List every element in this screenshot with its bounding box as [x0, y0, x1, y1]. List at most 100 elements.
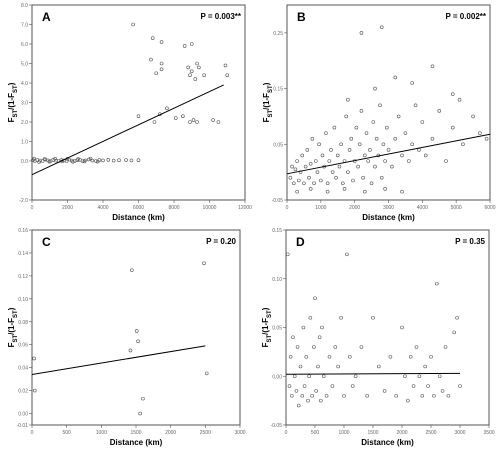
- panel-b-data-point: [295, 159, 299, 163]
- panel-d-data-point: [294, 389, 299, 393]
- panel-d-data-point: [443, 345, 448, 349]
- panel-b-data-point: [320, 153, 325, 158]
- panel-d-xtick-label: 1000: [338, 430, 349, 436]
- panel-d-data-point: [405, 398, 410, 403]
- panel-a-x-axis-label: Distance (km): [112, 213, 165, 222]
- panel-a-xtick-label: 10000: [203, 205, 217, 211]
- panel-c-data-point: [134, 329, 139, 333]
- panel-a-data-point: [42, 157, 47, 161]
- panel-d-data-point: [446, 393, 451, 398]
- panel-d-data-point: [388, 354, 393, 359]
- panel-c-ytick-label: 0.12: [18, 274, 28, 280]
- panel-b-data-point: [288, 175, 293, 180]
- panel-b-xtick-label: 5000: [451, 205, 462, 211]
- panel-a-ytick-label: -2.0: [19, 198, 28, 204]
- panel-b-data-point: [330, 170, 335, 174]
- panel-d-data-point: [403, 374, 407, 379]
- panel-d-data-point: [353, 374, 358, 379]
- panel-a-data-point: [129, 158, 134, 163]
- panel-c-ytick-label: 0.10: [18, 297, 28, 303]
- panel-a-ytick-label: 7.0: [21, 23, 28, 29]
- panel-c-ytick-label: 0.16: [18, 228, 28, 234]
- panel-b-data-point: [293, 167, 298, 172]
- panel-b-data-point: [413, 103, 418, 108]
- panel-d-y-axis-label: FST/(1-FST): [261, 307, 273, 347]
- panel-d-data-point: [394, 393, 399, 398]
- panel-a-data-point: [223, 63, 228, 68]
- panel-b-data-point: [354, 125, 359, 130]
- panel-d-xtick-label: 3500: [483, 430, 494, 436]
- panel-a-data-point: [154, 71, 159, 76]
- panel-a-data-point: [202, 73, 206, 77]
- panel-d-data-point: [310, 393, 314, 398]
- panel-d-data-point: [302, 384, 307, 388]
- panel-d-xtick-label: 1500: [367, 430, 378, 436]
- panel-b-ytick-label: 0.25: [273, 31, 283, 37]
- panel-b-data-point: [386, 148, 391, 152]
- panel-b-xtick-label: 3000: [383, 205, 394, 211]
- panel-b-data-point: [361, 175, 365, 180]
- panel-d-data-point: [437, 374, 442, 379]
- panel-d-data-point: [314, 389, 318, 393]
- panel-a-data-point: [173, 116, 178, 120]
- panel-b-xtick-label: 4000: [417, 205, 428, 211]
- panel-c-ytick-label: 0.04: [18, 366, 28, 372]
- panel-a-data-point: [193, 77, 198, 81]
- panel-d-data-point: [339, 315, 343, 320]
- panel-b-data-point: [471, 114, 475, 119]
- panel-b-data-point: [308, 187, 313, 191]
- panel-a-data-point: [131, 22, 135, 27]
- panel-d-data-point: [307, 374, 312, 379]
- panel-d-data-point: [308, 315, 313, 320]
- panel-b-data-point: [334, 175, 338, 180]
- panel-b-data-point: [297, 178, 301, 183]
- panel-b-data-point: [308, 161, 313, 166]
- panel-a-xtick-label: 2000: [62, 205, 73, 211]
- panel-b-data-point: [410, 142, 414, 147]
- panel-b-x-axis-label: Distance (km): [362, 213, 415, 222]
- panel-b-data-point: [368, 148, 372, 152]
- panel-b-ytick-label: 0.15: [273, 87, 283, 93]
- panel-b-letter: B: [297, 10, 306, 24]
- panel-d-xtick-label: 2500: [425, 430, 436, 436]
- panel-d-data-point: [330, 384, 335, 388]
- panel-a-xtick-label: 4000: [97, 205, 108, 211]
- panel-a-letter: A: [42, 10, 51, 24]
- panel-d-data-point: [429, 354, 433, 359]
- panel-a-data-point: [191, 118, 196, 122]
- panel-d-data-point: [345, 252, 349, 257]
- panel-b-data-point: [317, 142, 321, 147]
- panel-d-data-point: [300, 393, 305, 398]
- panel-a-data-point: [182, 44, 187, 48]
- panel-d-ytick-label: 0.15: [272, 228, 282, 234]
- panel-a-data-point: [82, 159, 87, 164]
- panel-d-data-point: [452, 330, 457, 335]
- panel-b-data-point: [393, 75, 398, 80]
- panel-a-data-point: [37, 160, 41, 164]
- panel-d-data-point: [317, 335, 322, 340]
- panel-d-data-point: [312, 345, 316, 349]
- panel-d-data-point: [371, 315, 375, 320]
- panel-c-trend-line: [31, 345, 206, 376]
- panel-c-xtick-label: 1500: [130, 430, 141, 436]
- panel-b-data-point: [357, 142, 362, 147]
- panel-b-data-point: [302, 181, 306, 186]
- panel-b-data-point: [327, 159, 332, 163]
- panel-b-data-point: [430, 136, 435, 141]
- panel-b-data-point: [315, 170, 320, 174]
- panel-d-data-point: [285, 252, 290, 257]
- panel-d-data-point: [287, 384, 292, 388]
- panel-b-data-point: [393, 136, 398, 141]
- panel-d-data-point: [423, 364, 428, 369]
- panel-a-ytick-label: 1.0: [21, 140, 28, 146]
- panel-d-x-axis-label: Distance (km): [361, 438, 414, 447]
- panel-d-data-point: [455, 315, 459, 320]
- panel-b-data-point: [450, 125, 455, 130]
- panel-b-data-point: [300, 153, 305, 158]
- panel-d-p-value: P = 0.35: [455, 237, 485, 246]
- panel-b-data-point: [374, 136, 379, 141]
- panel-d-data-point: [327, 354, 332, 359]
- panel-b-data-point: [478, 131, 482, 135]
- panel-d-data-point: [420, 393, 425, 398]
